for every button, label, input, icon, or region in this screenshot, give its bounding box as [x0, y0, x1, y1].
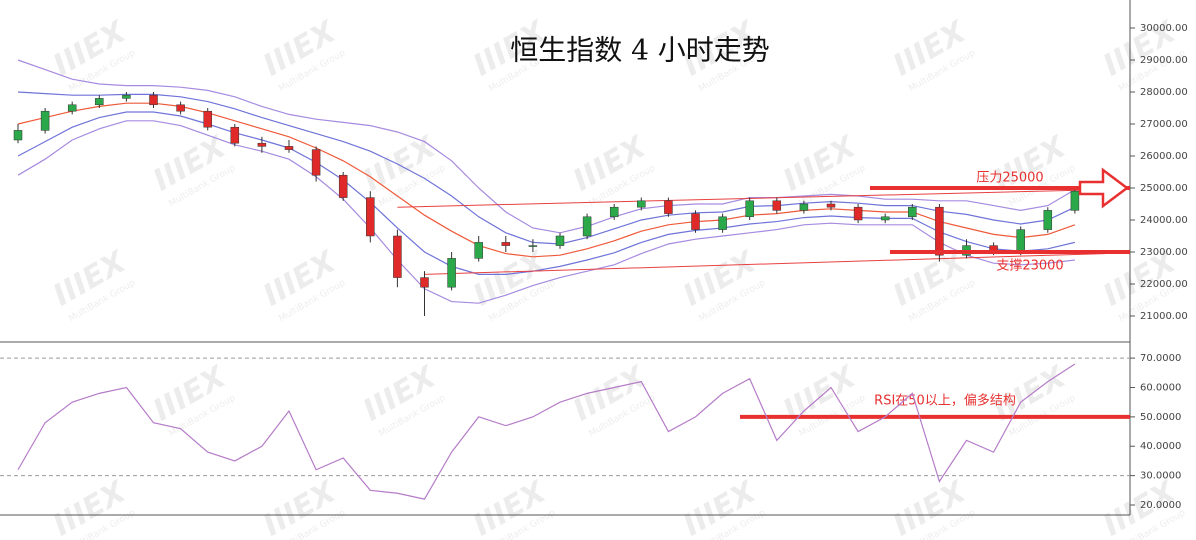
candle-body: [772, 200, 782, 211]
candle-body: [582, 216, 592, 237]
y-tick-label: 29000.00: [1140, 55, 1188, 66]
band-line: [17, 91, 1076, 245]
candle-body: [257, 142, 267, 147]
candle-body: [1016, 229, 1025, 253]
candle-body: [799, 203, 809, 211]
candle-body: [67, 104, 77, 112]
candle-body: [637, 200, 646, 208]
y-tick-label: 40.0000: [1140, 441, 1181, 452]
candle-body: [393, 235, 402, 278]
candle-body: [203, 110, 212, 128]
level-label: 支撑23000: [996, 258, 1063, 273]
y-tick-label: 25000.00: [1140, 183, 1188, 194]
candle-body: [474, 242, 483, 259]
candle-body: [95, 98, 104, 106]
y-tick-label: 60.0000: [1140, 382, 1181, 393]
y-tick-label: 23000.00: [1140, 247, 1188, 258]
candle-body: [501, 242, 511, 246]
level-label: RSI在50以上，偏多结构: [874, 392, 1016, 408]
candle-body: [555, 235, 565, 246]
y-tick-label: 30000.00: [1140, 23, 1188, 34]
candle-body: [880, 216, 890, 221]
candle-body: [1070, 190, 1080, 211]
candle-body: [745, 200, 754, 218]
band-line: [17, 120, 1075, 304]
y-tick-label: 70.0000: [1140, 353, 1181, 364]
y-tick-label: 24000.00: [1140, 215, 1188, 226]
candle-body: [908, 206, 917, 218]
band-line: [17, 111, 1076, 275]
candle-body: [13, 130, 23, 141]
y-tick-label: 20.0000: [1140, 500, 1181, 511]
candle-body: [230, 126, 240, 144]
candle-body: [826, 203, 836, 208]
y-tick-label: 50.0000: [1140, 412, 1181, 423]
candle-body: [366, 197, 375, 237]
candle-body: [609, 206, 619, 218]
candle-body: [311, 149, 321, 176]
candle-body: [122, 94, 131, 99]
candle-body: [718, 216, 727, 230]
arrow: [1078, 167, 1130, 209]
trend-line: [424, 253, 1105, 275]
y-tick-label: 28000.00: [1140, 87, 1188, 98]
y-tick-label: 26000.00: [1140, 151, 1188, 162]
y-tick-label: 21000.00: [1140, 311, 1188, 322]
candle-body: [447, 258, 456, 288]
candle-body: [338, 174, 348, 198]
trend-line: [397, 189, 1105, 208]
chart-title: 恒生指数 4 小时走势: [510, 34, 770, 67]
level-label: 压力25000: [976, 170, 1043, 185]
candle-body: [40, 110, 50, 131]
candle-body: [420, 277, 429, 288]
y-tick-label: 27000.00: [1140, 119, 1188, 130]
rsi-line: [17, 363, 1076, 500]
y-tick-label: 30.0000: [1140, 471, 1181, 482]
candle-body: [664, 200, 673, 214]
candle-body: [935, 206, 944, 256]
candle-body: [149, 94, 158, 106]
candle-body: [691, 213, 700, 230]
candle-body: [1043, 210, 1053, 230]
candle-body: [176, 104, 185, 112]
candle-body: [853, 206, 863, 221]
band-line: [17, 102, 1076, 258]
candle-body: [284, 146, 294, 150]
candle-body: [528, 245, 538, 247]
band-line: [17, 59, 1076, 234]
y-tick-label: 22000.00: [1140, 279, 1188, 290]
